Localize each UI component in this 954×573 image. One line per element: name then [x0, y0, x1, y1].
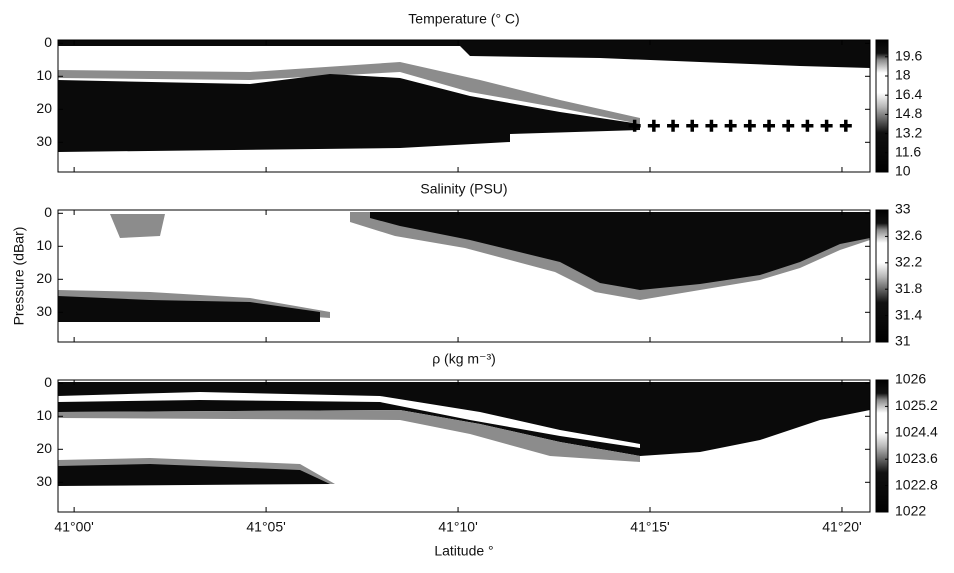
colorbar-label: 32.2 [895, 254, 922, 270]
y-tick-label: 0 [44, 34, 52, 50]
plot-frame [57, 39, 871, 173]
y-tick-label: 30 [36, 473, 52, 489]
y-tick-label: 10 [36, 237, 52, 253]
y-tick-label: 10 [36, 67, 52, 83]
colorbar-label: 1025.2 [895, 397, 938, 413]
y-tick-label: 20 [36, 100, 52, 116]
colorbar [875, 209, 889, 343]
cross-marker [743, 119, 756, 132]
cross-marker [628, 119, 641, 132]
colorbar-label: 18 [895, 67, 911, 83]
y-tick-label: 0 [44, 204, 52, 220]
cross-marker [647, 119, 660, 132]
colorbar-label: 14.8 [895, 105, 922, 121]
colorbar-label: 11.6 [895, 144, 921, 160]
x-tick-label: 41°20' [822, 519, 861, 535]
colorbar-label: 1026 [895, 371, 926, 387]
x-tick-label: 41°15' [630, 519, 669, 535]
cross-marker [724, 119, 737, 132]
x-axis-label: Latitude ° [434, 543, 493, 559]
cross-marker [782, 119, 795, 132]
colorbar-label: 10 [895, 163, 911, 179]
cross-marker [820, 119, 833, 132]
colorbar-label: 31.8 [895, 280, 922, 296]
y-tick-label: 30 [36, 303, 52, 319]
y-tick-label: 20 [36, 270, 52, 286]
cross-marker [839, 119, 852, 132]
cross-marker [705, 119, 718, 132]
colorbar [875, 379, 889, 513]
colorbar-label: 33 [895, 201, 911, 217]
colorbar-label: 32.6 [895, 227, 922, 243]
colorbar-label: 13.2 [895, 124, 922, 140]
y-tick-label: 0 [44, 374, 52, 390]
temperature-field [58, 40, 870, 152]
colorbar-label: 19.6 [895, 48, 922, 64]
colorbar-label: 1024.4 [895, 424, 938, 440]
colorbar-label: 16.4 [895, 86, 922, 102]
cross-marker [763, 119, 776, 132]
density-field [58, 382, 870, 486]
cross-marker [686, 119, 699, 132]
colorbar-label: 1022 [895, 503, 926, 519]
colorbar-label: 31 [895, 333, 911, 349]
x-tick-label: 41°10' [438, 519, 477, 535]
panel-title: Temperature (° C) [408, 11, 519, 27]
y-axis-label: Pressure (dBar) [11, 227, 27, 326]
cross-marker [667, 119, 680, 132]
colorbar-label: 1022.8 [895, 476, 938, 492]
panel-title: ρ (kg m⁻³) [432, 351, 496, 367]
y-tick-label: 10 [36, 407, 52, 423]
colorbar-label: 31.4 [895, 306, 922, 322]
plot-frame [57, 379, 871, 513]
y-tick-label: 20 [36, 440, 52, 456]
colorbar-label: 1023.6 [895, 450, 938, 466]
colorbar [875, 39, 889, 173]
x-tick-label: 41°00' [54, 519, 93, 535]
salinity-field [58, 212, 870, 322]
y-tick-label: 30 [36, 133, 52, 149]
x-tick-label: 41°05' [246, 519, 285, 535]
cross-marker [801, 119, 814, 132]
panel-title: Salinity (PSU) [420, 181, 507, 197]
plot-frame [57, 209, 871, 343]
